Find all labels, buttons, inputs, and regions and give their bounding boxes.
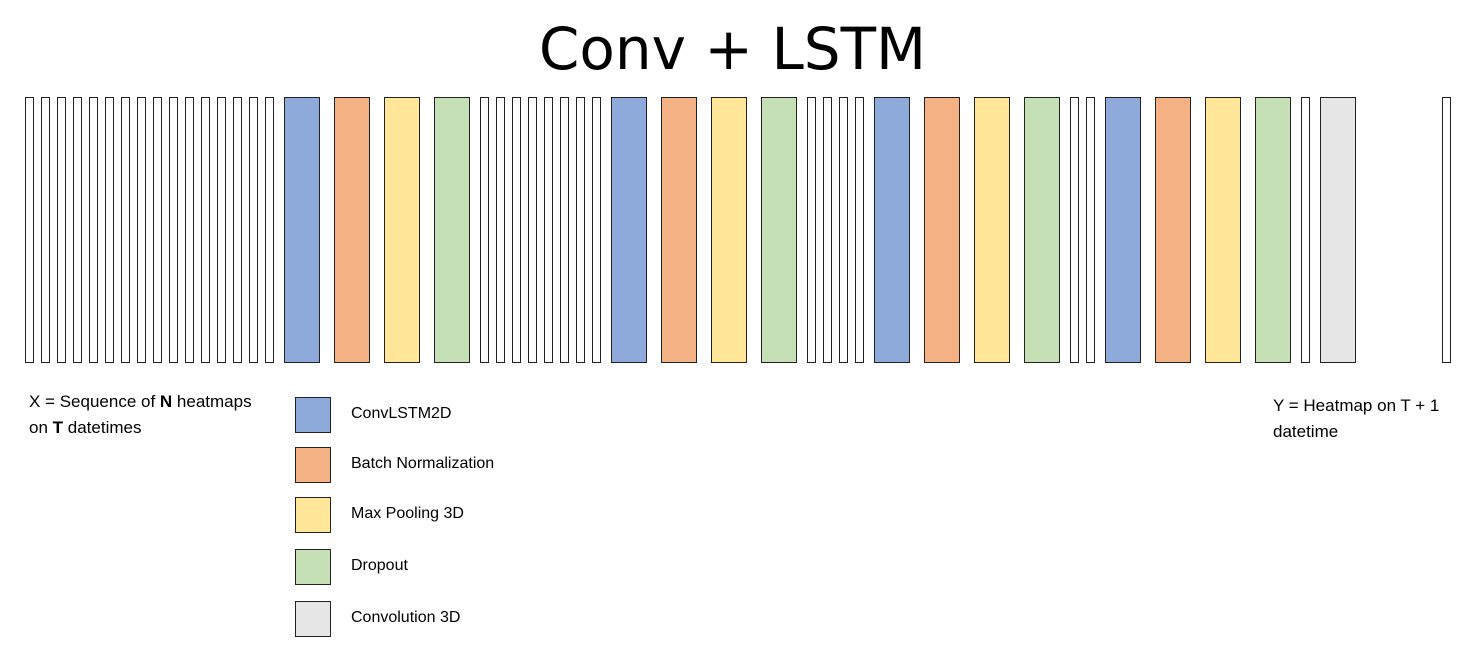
legend-label-maxpool3d: Max Pooling 3D (351, 505, 464, 522)
feature-map-bar (480, 97, 489, 363)
diagram-title: Conv + LSTM (538, 15, 927, 83)
feature-map-bar (121, 97, 130, 363)
legend-swatch-batchnorm (295, 447, 331, 483)
feature-map-bar (41, 97, 50, 363)
legend-swatch-convolution3d (295, 601, 331, 637)
legend-label-dropout: Dropout (351, 557, 408, 574)
feature-map-bar (1070, 97, 1079, 363)
legend-swatch-dropout (295, 549, 331, 585)
legend-label-batchnorm: Batch Normalization (351, 455, 495, 472)
feature-map-bar (25, 97, 34, 363)
input-label-t: T (52, 418, 64, 437)
feature-map-bar (57, 97, 66, 363)
feature-map-bar (153, 97, 162, 363)
layer-bar-batchnorm (924, 97, 960, 363)
feature-map-bar (169, 97, 178, 363)
output-label-line-2: datetime (1273, 422, 1339, 441)
legend-swatch-maxpool3d (295, 497, 331, 533)
layer-bar-dropout (1255, 97, 1291, 363)
layer-bar-batchnorm (334, 97, 370, 363)
feature-map-bar (560, 97, 569, 363)
layer-bar-maxpool3d (384, 97, 420, 363)
input-label-text: heatmaps (172, 392, 252, 411)
layer-bar-convlstm2d (284, 97, 320, 363)
feature-map-bar (1301, 97, 1310, 363)
feature-map-bar (217, 97, 226, 363)
feature-map-bar (137, 97, 146, 363)
feature-map-bar (105, 97, 114, 363)
legend-label-convlstm2d: ConvLSTM2D (351, 405, 452, 422)
feature-map-bar (89, 97, 98, 363)
output-label-line-1: Y = Heatmap on T + 1 (1273, 396, 1440, 415)
legend-swatch-convlstm2d (295, 397, 331, 433)
feature-map-bar (823, 97, 832, 363)
layer-bar-dropout (761, 97, 797, 363)
layer-bar-dropout (434, 97, 470, 363)
layer-bar-maxpool3d (1205, 97, 1241, 363)
layer-bar-convolution3d (1320, 97, 1356, 363)
input-label-line-1: X = Sequence of N heatmaps (29, 389, 289, 415)
input-label-text: datetimes (63, 418, 142, 437)
output-heatmap-bar (1442, 97, 1451, 363)
layer-bar-batchnorm (661, 97, 697, 363)
layer-bar-dropout (1024, 97, 1060, 363)
feature-map-bar (249, 97, 258, 363)
feature-map-bar (839, 97, 848, 363)
feature-map-bar (496, 97, 505, 363)
input-label-n: N (159, 392, 173, 411)
input-label-line-2: on T datetimes (29, 415, 289, 441)
legend-label-convolution3d: Convolution 3D (351, 609, 461, 626)
layer-bar-maxpool3d (974, 97, 1010, 363)
feature-map-bar (544, 97, 553, 363)
feature-map-bar (201, 97, 210, 363)
input-label-text: X = Sequence of (29, 392, 160, 411)
output-label: Y = Heatmap on T + 1 datetime (1273, 393, 1463, 445)
feature-map-bar (807, 97, 816, 363)
layer-bar-batchnorm (1155, 97, 1191, 363)
input-label: X = Sequence of N heatmaps on T datetime… (29, 389, 289, 441)
feature-map-bar (528, 97, 537, 363)
layer-bar-convlstm2d (874, 97, 910, 363)
feature-map-bar (185, 97, 194, 363)
feature-map-bar (592, 97, 601, 363)
layer-bar-convlstm2d (611, 97, 647, 363)
feature-map-bar (855, 97, 864, 363)
feature-map-bar (265, 97, 274, 363)
feature-map-bar (512, 97, 521, 363)
layer-bar-convlstm2d (1105, 97, 1141, 363)
feature-map-bar (73, 97, 82, 363)
feature-map-bar (576, 97, 585, 363)
layer-bar-maxpool3d (711, 97, 747, 363)
feature-map-bar (233, 97, 242, 363)
feature-map-bar (1086, 97, 1095, 363)
input-label-text: on (29, 418, 53, 437)
